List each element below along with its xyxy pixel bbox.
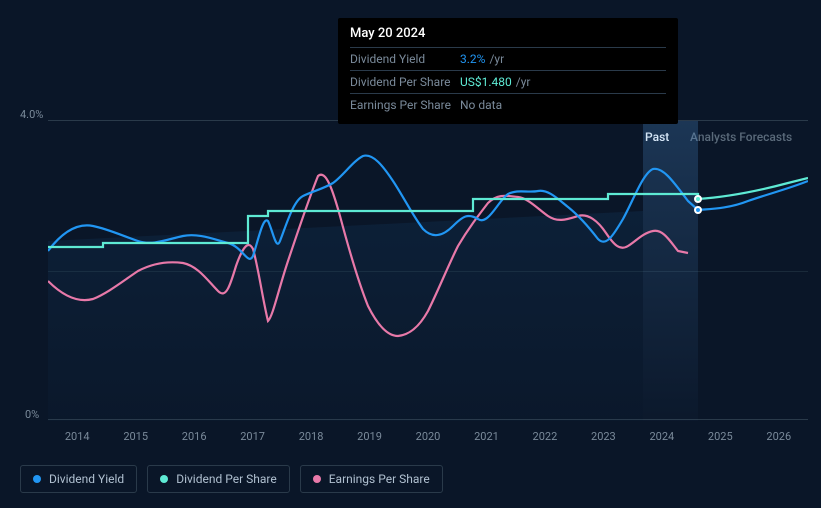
x-tick: 2014: [65, 430, 90, 443]
chart-lines: [48, 121, 808, 421]
y-axis-min: 0%: [25, 408, 39, 421]
x-axis: 2014 2015 2016 2017 2018 2019 2020 2021 2022 2023…: [48, 430, 808, 450]
x-tick: 2015: [123, 430, 148, 443]
tooltip-row: Dividend Per ShareUS$1.480/yr: [350, 71, 666, 94]
legend-label: Earnings Per Share: [329, 472, 430, 486]
x-tick: 2025: [708, 430, 733, 443]
tooltip-row: Earnings Per ShareNo data: [350, 94, 666, 116]
x-tick: 2023: [591, 430, 616, 443]
x-tick: 2024: [649, 430, 674, 443]
tooltip-row: Dividend Yield3.2% /yr: [350, 48, 666, 71]
tooltip-row-value: US$1.480: [460, 75, 512, 89]
legend: Dividend Yield Dividend Per Share Earnings…: [20, 465, 443, 493]
tooltip-row-suffix: /yr: [489, 52, 504, 66]
x-tick: 2019: [357, 430, 382, 443]
legend-dot-icon: [160, 475, 168, 483]
legend-dot-icon: [313, 475, 321, 483]
legend-item[interactable]: Dividend Per Share: [147, 465, 290, 493]
tooltip-row-suffix: /yr: [516, 75, 531, 89]
chart-tooltip: May 20 2024 Dividend Yield3.2%/yrDividen…: [338, 18, 678, 124]
tooltip-row-label: Dividend Yield: [350, 52, 460, 66]
tooltip-row-value: No data: [460, 98, 502, 112]
tooltip-row-label: Dividend Per Share: [350, 75, 460, 89]
legend-dot-icon: [33, 475, 41, 483]
y-axis-max: 4.0%: [20, 108, 43, 121]
marker-dividend-yield: [694, 206, 702, 214]
x-tick: 2018: [299, 430, 324, 443]
tooltip-row-value: 3.2%: [460, 52, 485, 66]
x-tick: 2021: [474, 430, 499, 443]
marker-dividend-per-share: [694, 195, 702, 203]
x-tick: 2026: [766, 430, 791, 443]
legend-label: Dividend Per Share: [176, 472, 277, 486]
tooltip-row-label: Earnings Per Share: [350, 98, 460, 112]
plot-area[interactable]: [48, 120, 808, 420]
tooltip-date: May 20 2024: [350, 26, 666, 48]
legend-label: Dividend Yield: [49, 472, 124, 486]
legend-item[interactable]: Earnings Per Share: [300, 465, 443, 493]
x-tick: 2016: [182, 430, 207, 443]
chart-container: 4.0% 0% Past Analysts Forecasts 20142015…: [20, 100, 810, 500]
x-tick: 2020: [416, 430, 441, 443]
legend-item[interactable]: Dividend Yield: [20, 465, 137, 493]
x-tick: 2022: [533, 430, 558, 443]
x-tick: 2017: [240, 430, 265, 443]
